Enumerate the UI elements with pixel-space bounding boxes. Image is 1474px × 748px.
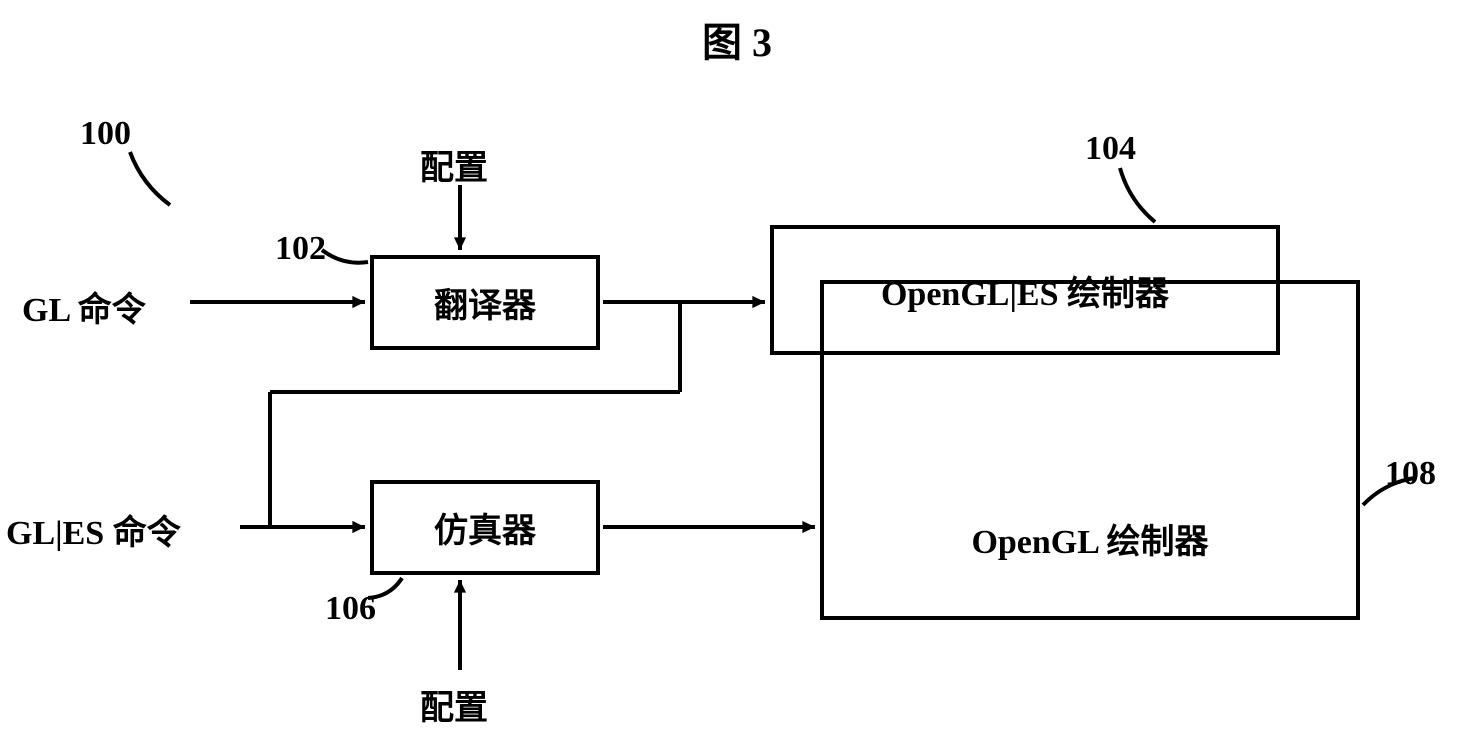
diagram-arrows <box>0 0 1474 748</box>
